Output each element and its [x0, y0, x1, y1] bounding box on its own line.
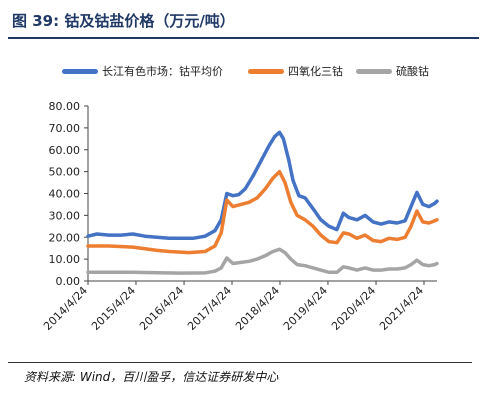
source-note: 资料来源: Wind，百川盈孚，信达证券研发中心: [24, 370, 279, 384]
y-tick-label: 80.00: [49, 100, 81, 113]
chart-legend: 长江有色市场：钴平均价 四氧化三钴 硫酸钴: [0, 62, 487, 80]
legend-swatch-series-1: [62, 68, 98, 74]
series-line-3: [86, 247, 439, 275]
x-tick-label: 2021/4/24: [377, 284, 426, 333]
legend-swatch-series-2: [248, 68, 284, 74]
y-tick-label: 50.00: [49, 166, 81, 179]
y-tick-label: 60.00: [49, 144, 81, 157]
series-line-1: [86, 130, 439, 241]
line-chart: 0.00 10.00 20.00 30.00 40.00 50.00 60.00 70.00 8…: [41, 100, 439, 333]
figure-header: 图 39: 钴及钴盐价格（万元/吨）: [8, 4, 479, 39]
x-tick-label: 2020/4/24: [329, 284, 378, 333]
legend-swatch-series-3: [356, 68, 392, 74]
series-lines: [86, 130, 439, 275]
y-tick-label: 40.00: [49, 188, 81, 201]
legend-item-series-3: 硫酸钴: [356, 62, 429, 80]
legend-label-series-2: 四氧化三钴: [288, 65, 343, 78]
legend-label-series-3: 硫酸钴: [396, 65, 429, 78]
series-line-2: [86, 169, 439, 255]
y-tick-label: 70.00: [49, 122, 81, 135]
y-tick-label: 0.00: [56, 275, 81, 288]
y-axis: 0.00 10.00 20.00 30.00 40.00 50.00 60.00 70.00 8…: [49, 100, 89, 288]
footer-divider: [8, 362, 472, 363]
y-tick-label: 20.00: [49, 231, 81, 244]
legend-item-series-1: 长江有色市场：钴平均价: [62, 62, 223, 80]
x-tick-label: 2014/4/24: [41, 284, 90, 333]
x-tick-label: 2019/4/24: [281, 284, 330, 333]
y-tick-label: 30.00: [49, 209, 81, 222]
legend-label-series-1: 长江有色市场：钴平均价: [102, 65, 223, 78]
x-tick-label: 2016/4/24: [137, 284, 186, 333]
x-tick-label: 2015/4/24: [89, 284, 138, 333]
y-tick-label: 10.00: [49, 253, 81, 266]
legend-item-series-2: 四氧化三钴: [248, 62, 343, 80]
x-tick-label: 2018/4/24: [233, 284, 282, 333]
x-tick-label: 2017/4/24: [185, 284, 234, 333]
figure-title: 图 39: 钴及钴盐价格（万元/吨）: [12, 12, 235, 30]
title-divider: [8, 37, 479, 39]
